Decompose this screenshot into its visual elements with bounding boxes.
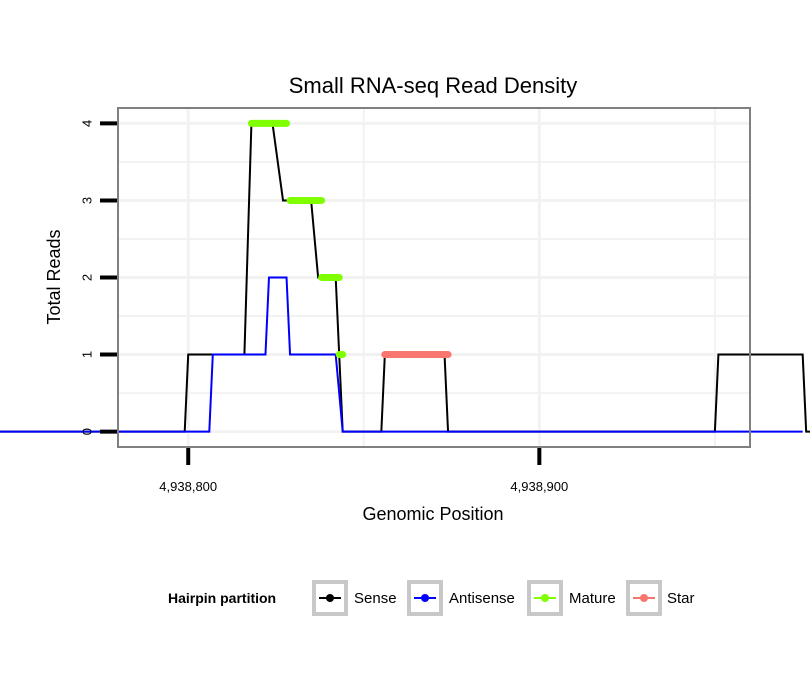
legend: Hairpin partition Sense Antisense Mature St…	[168, 580, 695, 616]
plot-panel	[0, 107, 810, 448]
series-layer	[0, 119, 810, 433]
legend-key-dot	[326, 594, 334, 602]
chart-title: Small RNA-seq Read Density	[289, 73, 578, 98]
legend-title: Hairpin partition	[168, 590, 276, 606]
grid-lines	[118, 108, 750, 447]
y-axis-label: Total Reads	[44, 229, 64, 324]
y-tick-label: 3	[80, 197, 95, 204]
y-tick-label: 0	[80, 428, 95, 435]
x-axis: 4,938,800 4,938,900	[159, 448, 568, 494]
y-tick-label: 2	[80, 274, 95, 281]
y-tick-label: 4	[80, 120, 95, 127]
legend-key-dot	[421, 594, 429, 602]
x-tick-label: 4,938,900	[510, 479, 568, 494]
legend-label-mature: Mature	[569, 590, 616, 607]
y-axis: 0 1 2 3 4	[80, 120, 117, 435]
y-tick-label: 1	[80, 351, 95, 358]
legend-label-star: Star	[667, 590, 695, 607]
series-line-antisense	[0, 276, 803, 433]
legend-key-dot	[640, 594, 648, 602]
panel-border	[117, 107, 751, 448]
legend-label-antisense: Antisense	[449, 590, 515, 607]
x-tick-label: 4,938,800	[159, 479, 217, 494]
x-axis-label: Genomic Position	[362, 504, 503, 524]
legend-label-sense: Sense	[354, 590, 397, 607]
legend-key-dot	[541, 594, 549, 602]
